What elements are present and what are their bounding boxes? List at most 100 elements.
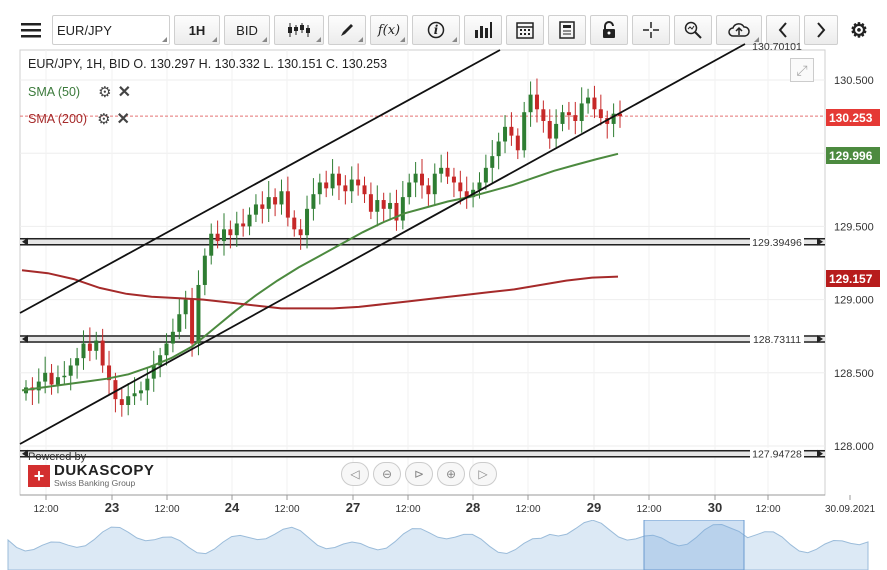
candle-body — [611, 113, 616, 124]
calendar-icon[interactable] — [506, 15, 544, 45]
candle-body — [234, 223, 239, 236]
level-label: 128.73111 — [753, 334, 801, 346]
x-tick-label: 28 — [466, 500, 480, 515]
candle-body — [554, 123, 559, 139]
candle-body — [43, 372, 48, 382]
y-tick-label: 128.500 — [834, 368, 874, 380]
timeframe-selector[interactable]: 1H — [174, 15, 220, 45]
chevron-left-icon[interactable] — [766, 15, 800, 45]
level-label-bg — [750, 235, 804, 248]
level-label-bg — [750, 447, 804, 460]
navigator-window — [643, 520, 745, 570]
chart-grid — [19, 49, 826, 496]
price-side-label: BID — [236, 22, 258, 38]
trendlines — [19, 43, 746, 445]
candle-body — [107, 365, 112, 381]
x-tick-label: 12:00 — [274, 504, 299, 515]
info-icon[interactable]: i — [412, 15, 460, 45]
candle-body — [253, 204, 258, 215]
sma50-settings-gear-icon[interactable]: ⚙ — [98, 84, 112, 101]
candle-body — [618, 113, 622, 117]
sma50-remove-close-icon[interactable]: ✕ — [117, 84, 131, 101]
candle-body — [368, 194, 373, 212]
candles-icon[interactable] — [274, 15, 324, 45]
candle-body — [62, 375, 67, 378]
candle-body — [177, 314, 182, 332]
candle-body — [285, 191, 290, 218]
fx-icon[interactable]: f(x) — [370, 15, 408, 45]
candle-body — [503, 126, 508, 142]
candle-body — [222, 229, 226, 242]
sma200-remove-close-icon[interactable]: ✕ — [116, 111, 130, 128]
dukascopy-logo: Powered by + DUKASCOPY Swiss Banking Gro… — [28, 451, 154, 488]
chevron-right-icon[interactable] — [804, 15, 838, 45]
level-band — [20, 237, 825, 246]
report-icon[interactable] — [548, 15, 586, 45]
candle-body — [49, 372, 54, 385]
upload-icon[interactable] — [716, 15, 762, 45]
toolbar: EUR/JPY 1H BID f(x) i ⚙ — [14, 14, 880, 46]
candle-body — [349, 179, 354, 192]
zoom-out-icon[interactable]: ⊖ — [373, 462, 401, 486]
candle-body — [324, 182, 329, 189]
info-label: i — [433, 23, 439, 37]
candle-body — [509, 126, 514, 136]
candle-body — [87, 343, 92, 351]
symbol-label: EUR/JPY — [57, 22, 112, 38]
candle-body — [164, 343, 169, 356]
pencil-icon[interactable] — [328, 15, 366, 45]
candle-body — [113, 380, 118, 400]
zoom-icon[interactable] — [674, 15, 712, 45]
x-tick-label: 12:00 — [33, 504, 58, 515]
scroll-left-icon[interactable]: ◁ — [341, 462, 369, 486]
lock-icon[interactable] — [590, 15, 628, 45]
candle-body — [305, 208, 310, 236]
navigator-area — [7, 520, 869, 570]
candle-body — [522, 112, 527, 151]
reset-view-icon[interactable]: ⊳ — [405, 462, 433, 486]
sma200-label: SMA (200) — [28, 112, 88, 126]
scroll-right-icon[interactable]: ▷ — [469, 462, 497, 486]
candle-body — [477, 182, 482, 190]
logo-subtitle: Swiss Banking Group — [54, 478, 136, 488]
candle-body — [515, 135, 520, 151]
volume-bars-icon[interactable] — [464, 15, 502, 45]
zoom-in-icon[interactable]: ⊕ — [437, 462, 465, 486]
chart-legend-title: EUR/JPY, 1H, BID O. 130.297 H. 130.332 L… — [28, 57, 388, 71]
candle-body — [292, 217, 297, 230]
candle-body — [566, 112, 571, 116]
sma200-settings-gear-icon[interactable]: ⚙ — [97, 111, 111, 128]
crosshair-icon[interactable] — [632, 15, 670, 45]
x-tick-label: 29 — [587, 500, 601, 515]
y-tick-label: 129.000 — [834, 295, 874, 307]
candle-body — [432, 173, 437, 195]
candle-body — [586, 97, 591, 104]
candle-body — [138, 390, 143, 394]
chart-nav-controls: ◁ ⊖ ⊳ ⊕ ▷ — [341, 462, 497, 486]
expand-icon[interactable]: ⤢ — [790, 58, 814, 82]
candle-body — [592, 97, 597, 110]
hamburger-icon[interactable] — [14, 15, 48, 45]
candle-body — [209, 233, 214, 256]
candle-body — [388, 202, 393, 209]
symbol-selector[interactable]: EUR/JPY — [52, 15, 170, 45]
fx-label: f(x) — [377, 22, 401, 38]
candle-body — [458, 182, 463, 192]
x-tick-label: 23 — [105, 500, 119, 515]
price-side-selector[interactable]: BID — [224, 15, 270, 45]
navigator-overview[interactable] — [0, 520, 887, 570]
candle-body — [534, 94, 539, 110]
candle-body — [145, 378, 150, 391]
swiss-cross-icon: + — [28, 465, 50, 487]
candle-body — [36, 381, 41, 391]
level-band — [20, 449, 825, 458]
level-label: 127.94728 — [752, 449, 802, 461]
candle-body — [362, 185, 367, 195]
candle-body — [394, 202, 399, 221]
gear-icon[interactable]: ⚙ — [850, 19, 868, 42]
candle-body — [420, 173, 424, 186]
x-tick-label: 30 — [708, 500, 722, 515]
candle-body — [273, 197, 278, 205]
candlestick-series — [24, 78, 622, 417]
